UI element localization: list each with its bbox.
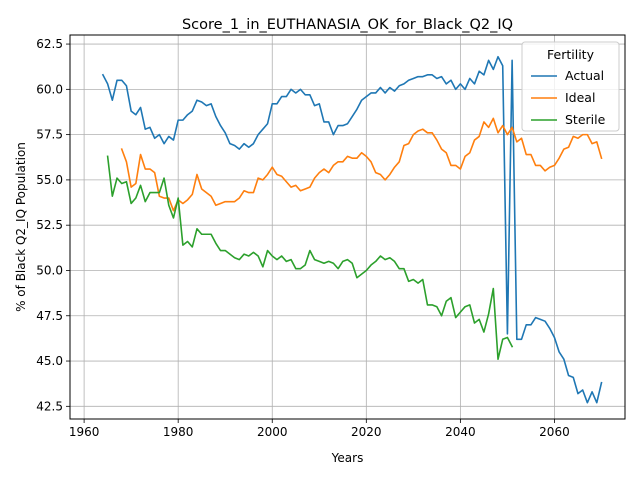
y-tick-label: 45.0 — [36, 354, 63, 368]
y-tick-label: 57.5 — [36, 128, 63, 142]
legend-label-sterile: Sterile — [565, 112, 606, 127]
axis-ticks: 1960 1980 2000 2020 2040 2060 42.5 45.0 47.5 50.0… — [36, 37, 569, 439]
x-tick-label: 2000 — [257, 425, 288, 439]
grid-lines — [70, 35, 625, 419]
legend-box — [521, 41, 620, 132]
x-tick-label: 1980 — [163, 425, 194, 439]
series-line-actual — [101, 55, 603, 404]
y-tick-label: 60.0 — [36, 82, 63, 96]
x-tick-label: 2060 — [539, 425, 570, 439]
legend-label-actual: Actual — [565, 68, 604, 83]
y-tick-label: 52.5 — [36, 218, 63, 232]
series-line-sterile — [106, 155, 514, 361]
y-tick-label: 62.5 — [36, 37, 63, 51]
y-axis-label: % of Black Q2_IQ Population — [14, 142, 28, 312]
legend-label-ideal: Ideal — [565, 90, 595, 105]
legend-title: Fertility — [547, 47, 595, 62]
plot-area-frame — [69, 34, 626, 420]
x-tick-label: 2040 — [445, 425, 476, 439]
chart-title: Score_1_in_EUTHANASIA_OK_for_Black_Q2_IQ — [182, 17, 513, 33]
x-tick-label: 1960 — [69, 425, 100, 439]
series-line-ideal — [120, 117, 603, 212]
x-axis-label: Years — [331, 451, 364, 465]
x-tick-label: 2020 — [351, 425, 382, 439]
legend: Fertility Actual Ideal Sterile — [521, 41, 620, 132]
y-tick-label: 47.5 — [36, 309, 63, 323]
y-tick-label: 55.0 — [36, 173, 63, 187]
y-tick-label: 50.0 — [36, 263, 63, 277]
series-lines — [101, 55, 603, 404]
y-tick-label: 42.5 — [36, 399, 63, 413]
